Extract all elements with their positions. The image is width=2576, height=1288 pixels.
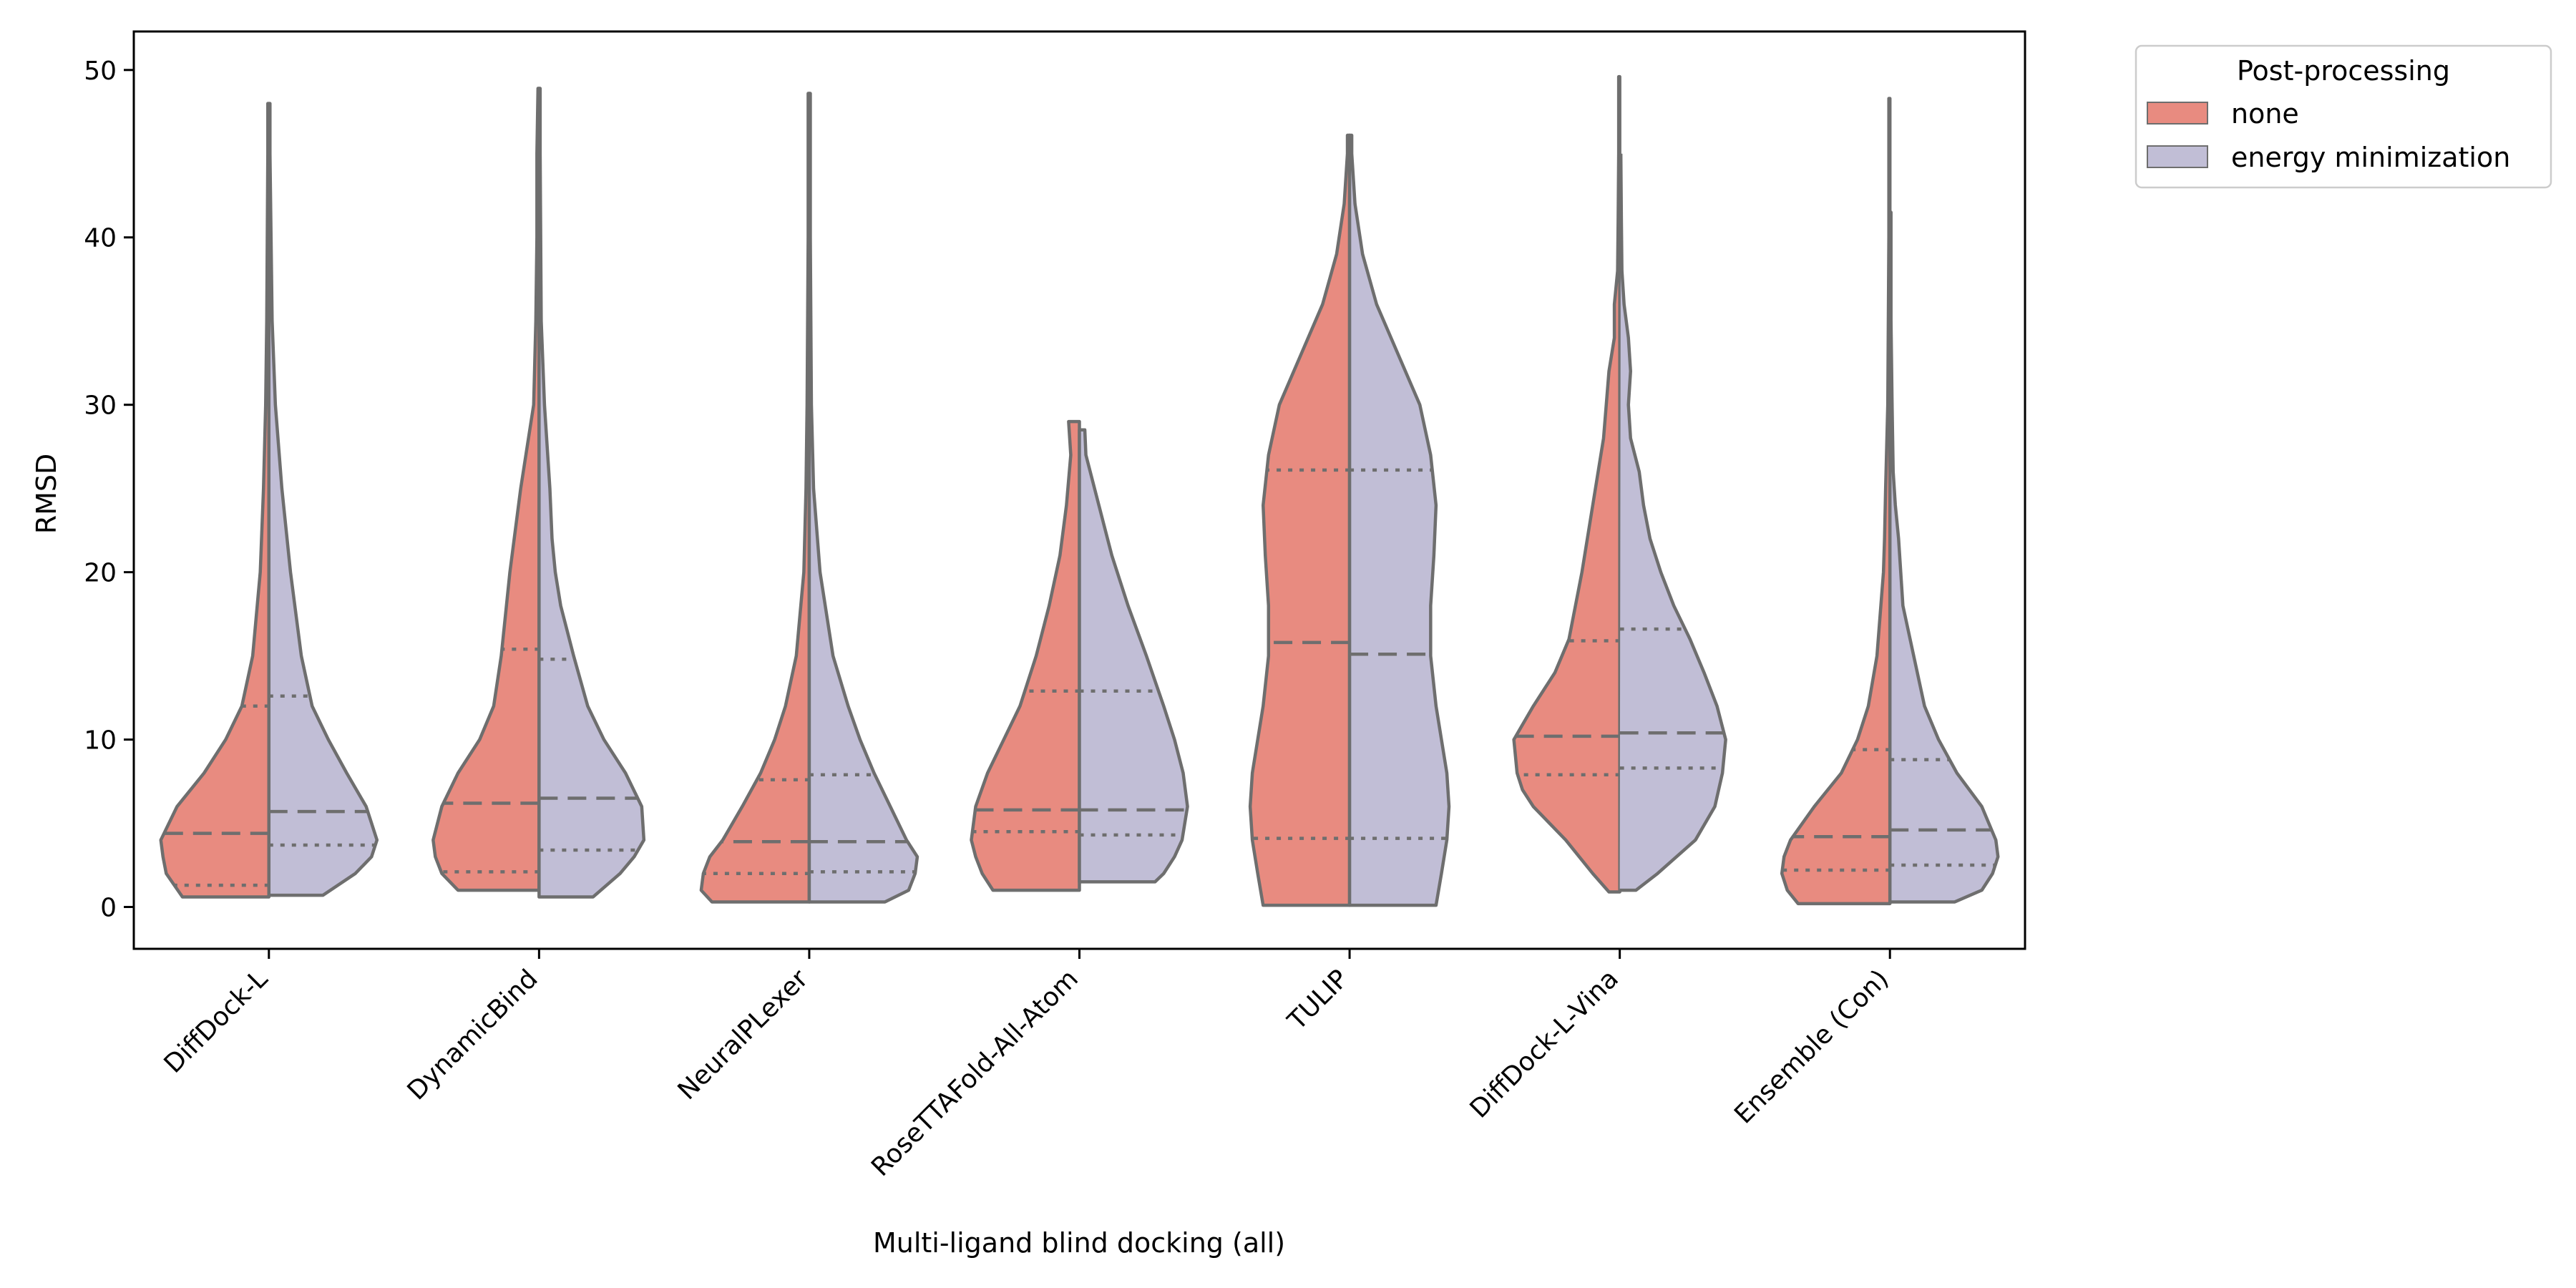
legend: Post-processing none energy minimization: [2135, 44, 2552, 189]
legend-title: Post-processing: [2237, 55, 2450, 87]
y-tick-label: 50: [84, 57, 117, 86]
legend-swatch-none: [2147, 102, 2208, 125]
violin-diffdock-l-vina-energy-minimization: [1619, 153, 1727, 892]
y-tick-label: 30: [84, 391, 117, 421]
violin-dynamicbind-none: [431, 87, 541, 892]
y-tick-label: 0: [100, 894, 117, 923]
legend-label-none: none: [2231, 98, 2299, 130]
quartile-lines-layer: [164, 468, 1996, 887]
y-tick-label: 40: [84, 224, 117, 253]
y-axis: 0 10 20 30 40 50: [84, 57, 134, 923]
legend-frame: [2135, 44, 2552, 189]
violin-neuralplexer-energy-minimization: [807, 92, 919, 904]
violin-diffdock-l-vina-none: [1512, 74, 1621, 894]
violin-rosettafold-all-atom-none: [970, 419, 1081, 892]
violin-tulip-energy-minimization: [1347, 133, 1451, 907]
y-axis-title: RMSD: [31, 454, 62, 535]
y-tick-label: 20: [84, 559, 117, 588]
violin-tulip-none: [1248, 133, 1352, 907]
x-axis-title: Multi-ligand blind docking (all): [873, 1227, 1285, 1259]
legend-label-energy-minimization: energy minimization: [2231, 142, 2510, 173]
violin-rosettafold-all-atom-energy-minimization: [1078, 428, 1189, 884]
y-tick-label: 10: [84, 726, 117, 756]
violin-dynamicbind-energy-minimization: [537, 87, 646, 899]
legend-swatch-energy-minimization: [2147, 145, 2208, 168]
violin-ensemble-con-energy-minimization: [1888, 210, 2000, 904]
